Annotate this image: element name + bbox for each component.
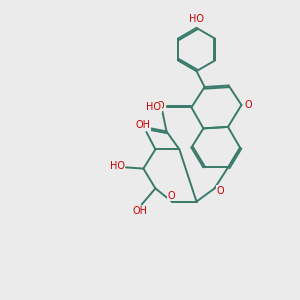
Text: O: O	[156, 101, 164, 111]
Text: OH: OH	[133, 206, 148, 216]
Text: OH: OH	[136, 120, 151, 130]
Text: O: O	[244, 100, 252, 110]
Text: O: O	[167, 190, 175, 201]
Text: HO: HO	[189, 14, 204, 25]
Text: O: O	[135, 120, 143, 130]
Text: HO: HO	[146, 102, 161, 112]
Text: O: O	[216, 186, 224, 196]
Text: HO: HO	[110, 161, 124, 171]
